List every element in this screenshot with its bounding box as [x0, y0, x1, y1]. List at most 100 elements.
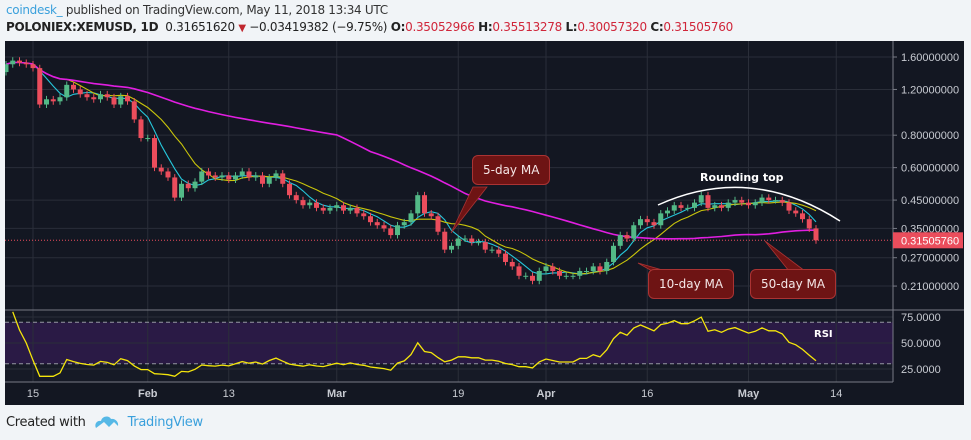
- price-chart[interactable]: 1.60000000 1.20000000 0.80000000 0.60000000…: [5, 41, 965, 405]
- candle-body: [455, 238, 461, 246]
- x-tick-label: May: [738, 388, 760, 400]
- candle-body: [644, 219, 650, 223]
- candle-body: [37, 68, 43, 105]
- candle: [773, 196, 778, 204]
- candle: [523, 272, 529, 280]
- footer: Created with TradingView: [6, 414, 203, 430]
- candle-body: [752, 202, 758, 206]
- candle: [415, 191, 421, 217]
- candle: [800, 210, 805, 223]
- candle: [395, 221, 400, 239]
- candle-body: [374, 222, 380, 226]
- candle: [577, 267, 583, 280]
- candle-body: [658, 213, 664, 226]
- candle: [482, 238, 488, 254]
- candle-body: [746, 202, 751, 206]
- candle-body: [152, 138, 157, 168]
- candle-body: [314, 202, 319, 208]
- tradingview-logo-icon: [94, 416, 118, 428]
- candle-body: [766, 197, 772, 201]
- candle-body: [253, 175, 259, 178]
- candle-body: [442, 231, 448, 250]
- candle-body: [705, 195, 711, 208]
- candle-body: [577, 270, 583, 276]
- candle: [678, 201, 684, 212]
- close-label: C:: [650, 20, 664, 34]
- candle-body: [44, 99, 49, 105]
- candle-body: [138, 119, 144, 139]
- last-price: 0.31651620: [165, 20, 235, 34]
- candle: [125, 92, 130, 105]
- candle-body: [293, 195, 299, 201]
- x-tick-label: 13: [223, 388, 235, 400]
- candle: [158, 164, 164, 175]
- candle: [5, 60, 9, 76]
- candle-body: [692, 202, 697, 208]
- candle-body: [482, 242, 488, 250]
- author-link[interactable]: coindesk_: [6, 3, 63, 17]
- candle: [428, 210, 434, 220]
- candle: [226, 172, 232, 183]
- candle-body: [273, 173, 279, 178]
- candle: [725, 199, 731, 212]
- candle: [23, 59, 29, 68]
- candle-body: [192, 181, 198, 189]
- tradingview-link[interactable]: TradingView: [127, 414, 204, 430]
- candle: [185, 180, 191, 192]
- candle-body: [516, 266, 522, 276]
- candle: [759, 194, 765, 207]
- candle-body: [98, 94, 103, 100]
- candle-body: [638, 219, 643, 226]
- candle: [651, 218, 657, 229]
- candle: [671, 201, 677, 215]
- candle-body: [23, 62, 29, 65]
- candle: [786, 199, 792, 215]
- candle: [233, 172, 238, 183]
- candle-body: [158, 167, 164, 172]
- candle-body: [341, 205, 346, 211]
- price-change: −0.03419382 (−9.75%): [249, 20, 388, 34]
- candle-body: [590, 266, 596, 271]
- callout-pointer-5-day: [450, 186, 488, 234]
- candle-body: [550, 266, 556, 271]
- candle-body: [739, 200, 745, 203]
- candle-body: [131, 101, 137, 120]
- candle: [118, 92, 124, 108]
- x-tick-label: 19: [452, 388, 464, 400]
- candle-body: [401, 222, 407, 226]
- y-tick-label: 1.20000000: [901, 84, 959, 96]
- close-value: 0.31505760: [663, 20, 733, 34]
- x-tick-label: 14: [830, 388, 842, 400]
- candle: [172, 174, 178, 202]
- published-text: published on TradingView.com, May 11, 20…: [65, 3, 388, 17]
- candle: [17, 57, 22, 67]
- candle: [388, 225, 394, 239]
- candle-body: [698, 195, 704, 203]
- candle-body: [320, 207, 326, 211]
- candle: [584, 267, 589, 275]
- candle-body: [449, 245, 454, 250]
- candle: [361, 210, 367, 220]
- candle: [334, 201, 340, 212]
- candle: [266, 174, 272, 188]
- low-value: 0.30057320: [577, 20, 647, 34]
- candle-body: [712, 205, 718, 208]
- candle-body: [145, 138, 151, 140]
- candle-body: [428, 213, 434, 217]
- x-tick-label: 16: [641, 388, 653, 400]
- candle-body: [30, 64, 36, 69]
- candle: [712, 201, 718, 212]
- x-tick-label: 15: [27, 388, 39, 400]
- candle: [374, 218, 380, 229]
- candle: [536, 267, 542, 285]
- candle-body: [172, 177, 178, 198]
- rounding-top-arc: [657, 186, 841, 222]
- x-tick-label: Apr: [537, 388, 557, 400]
- candle: [462, 235, 468, 242]
- candle: [732, 196, 738, 207]
- candle: [179, 180, 184, 202]
- candle-body: [104, 94, 110, 98]
- candle: [469, 235, 475, 246]
- candle-body: [287, 183, 292, 196]
- low-label: L:: [565, 20, 578, 34]
